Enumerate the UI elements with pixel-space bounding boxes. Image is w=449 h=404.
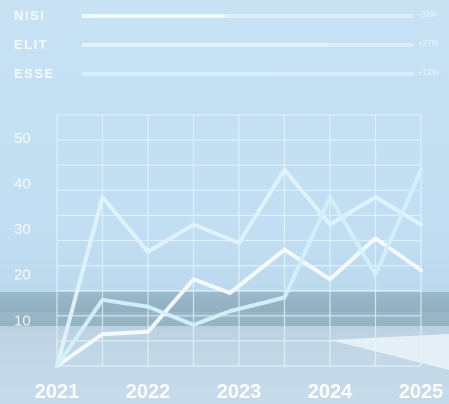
series-line-esse xyxy=(55,167,423,368)
legend-row-esse: ESSE +12% xyxy=(0,63,449,85)
legend-row-nisi: NISI -32% xyxy=(0,5,449,27)
legend-bar-track xyxy=(82,14,414,18)
legend-label: NISI xyxy=(14,8,46,23)
y-tick-label: 40 xyxy=(14,175,31,192)
x-tick-label: 2023 xyxy=(217,381,262,403)
legend-bar-track xyxy=(82,72,414,76)
x-tick-label: 2025 xyxy=(399,381,444,403)
y-tick-label: 30 xyxy=(14,221,31,238)
legend-bar-fill xyxy=(82,72,282,76)
y-tick-label: 20 xyxy=(14,267,31,284)
x-tick-label: 2021 xyxy=(35,381,80,403)
legend-percent: -32% xyxy=(418,10,437,19)
series-group xyxy=(55,167,423,368)
legend-percent: +27% xyxy=(418,39,439,48)
x-tick-label: 2024 xyxy=(308,381,353,403)
legend-bar-fill xyxy=(82,14,225,18)
legend-row-elit: ELIT +27% xyxy=(0,34,449,56)
series-line-elit xyxy=(55,167,423,368)
legend-bar-track xyxy=(82,43,414,47)
legend-label: ELIT xyxy=(14,37,49,52)
y-axis: 10 20 30 40 50 xyxy=(14,130,31,330)
y-tick-label: 50 xyxy=(14,130,31,147)
x-axis: 2021 2022 2023 2024 2025 xyxy=(35,381,444,403)
legend-bar-fill xyxy=(82,43,328,47)
y-tick-label: 10 xyxy=(14,312,31,329)
skyline-buildings xyxy=(0,292,449,312)
shore xyxy=(330,334,449,370)
legend-percent: +12% xyxy=(418,68,439,77)
x-tick-label: 2022 xyxy=(126,381,171,403)
legend-label: ESSE xyxy=(14,66,55,81)
